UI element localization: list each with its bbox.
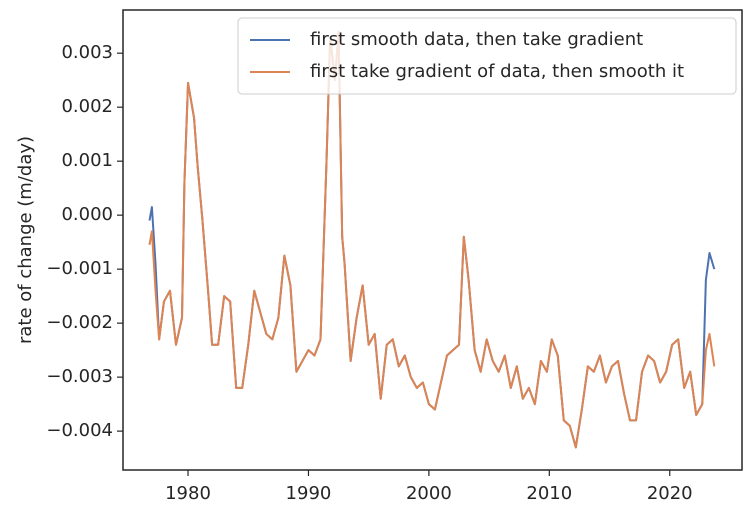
legend-label: first take gradient of data, then smooth… (310, 61, 684, 82)
y-tick-label: −0.002 (46, 312, 113, 333)
legend-label: first smooth data, then take gradient (310, 29, 643, 50)
y-tick-label: 0.000 (61, 204, 113, 225)
y-tick-label: 0.002 (61, 96, 113, 117)
x-tick-label: 2020 (647, 483, 693, 504)
x-tick-label: 1980 (165, 483, 211, 504)
y-tick-label: 0.001 (61, 150, 113, 171)
x-tick-label: 2000 (406, 483, 452, 504)
y-tick-label: 0.003 (61, 42, 113, 63)
plot-frame (122, 9, 743, 471)
y-tick-label: −0.003 (46, 366, 113, 387)
data-line (148, 30, 716, 449)
y-axis-label: rate of change (m/day) (15, 136, 36, 344)
x-tick-label: 2010 (526, 483, 572, 504)
legend-box (237, 17, 737, 95)
y-tick-label: −0.001 (46, 258, 113, 279)
y-tick-label: −0.004 (46, 420, 113, 441)
x-tick-label: 1990 (286, 483, 332, 504)
